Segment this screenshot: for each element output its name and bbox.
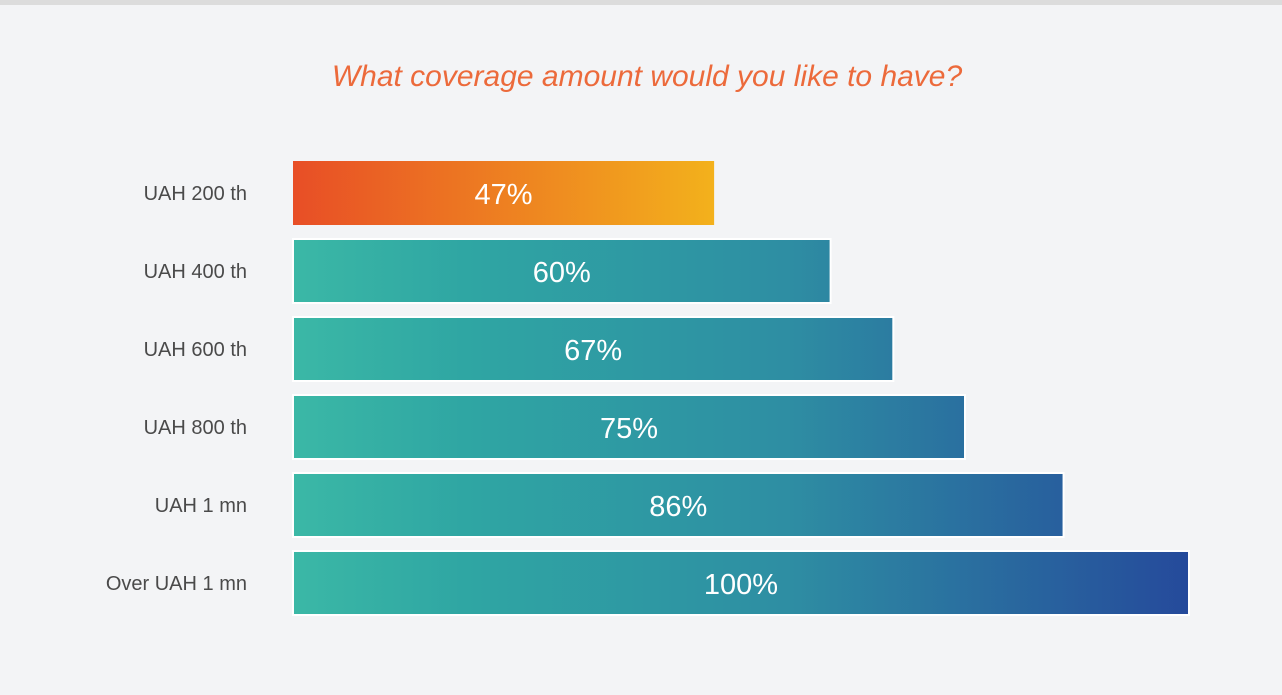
bar-highlight xyxy=(293,161,715,225)
bar xyxy=(292,550,1190,616)
chart-title: What coverage amount would you like to h… xyxy=(331,60,963,93)
top-divider xyxy=(0,0,1282,5)
category-label: UAH 600 th xyxy=(144,339,247,361)
bar-value-label: 47% xyxy=(475,179,533,211)
bar xyxy=(292,394,966,460)
bar-value-label: 86% xyxy=(649,491,707,523)
category-label: UAH 1 mn xyxy=(155,495,247,517)
bar-value-label: 75% xyxy=(600,413,658,445)
category-label: UAH 400 th xyxy=(144,261,247,283)
bar-value-label: 100% xyxy=(704,569,778,601)
category-label: UAH 800 th xyxy=(144,417,247,439)
bars-layer: UAH 200 th 47% UAH 400 th 60% UAH 600 th 67% U… xyxy=(106,161,1190,616)
bar xyxy=(292,472,1065,538)
bar-value-label: 67% xyxy=(564,335,622,367)
bar-value-label: 60% xyxy=(533,257,591,289)
bar xyxy=(292,316,895,382)
category-label: UAH 200 th xyxy=(144,183,247,205)
category-label: Over UAH 1 mn xyxy=(106,573,247,595)
bar xyxy=(292,238,832,304)
